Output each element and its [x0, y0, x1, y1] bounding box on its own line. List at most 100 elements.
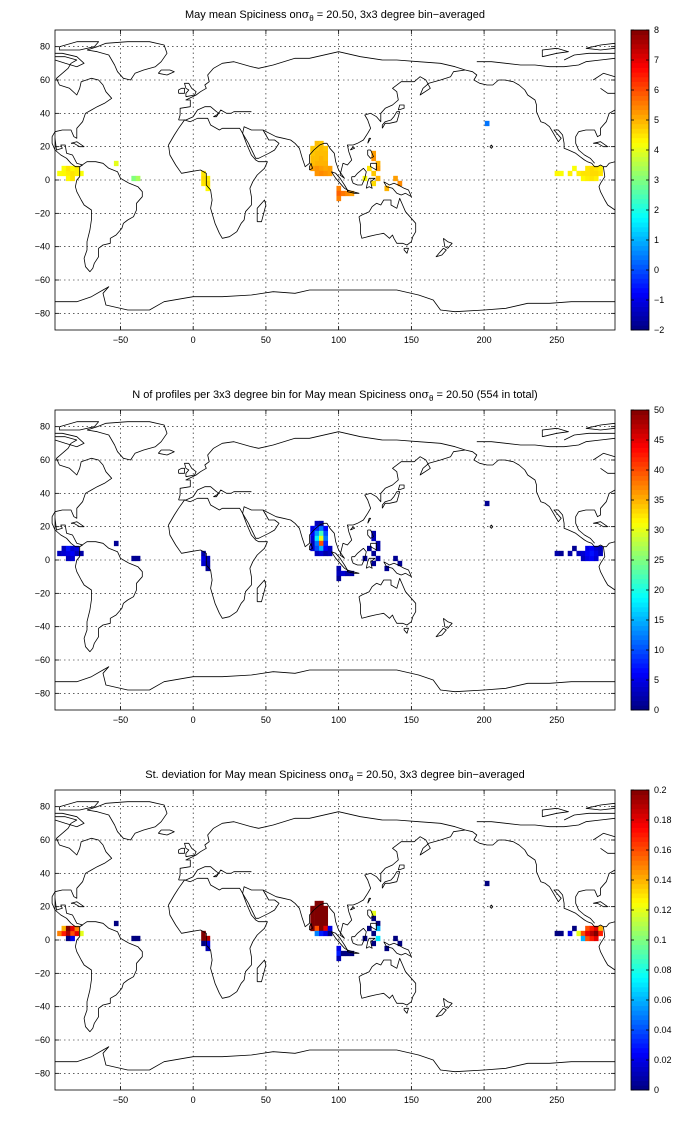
data-bin — [585, 555, 590, 562]
colorbar-segment — [631, 700, 649, 706]
data-bin — [384, 185, 390, 192]
data-bin — [593, 935, 599, 942]
y-tick-label: −60 — [35, 655, 50, 665]
colorbar-segment — [631, 991, 649, 997]
data-bin — [572, 165, 577, 172]
data-bin — [314, 545, 320, 552]
x-tick-label: 200 — [477, 335, 492, 345]
colorbar-segment — [631, 292, 649, 298]
coastline — [349, 526, 356, 531]
coastline — [86, 41, 168, 81]
colorbar-segment — [631, 62, 649, 68]
coastline — [178, 486, 252, 501]
colorbar-segment — [631, 250, 649, 256]
data-bin — [131, 555, 137, 562]
colorbar-segment — [631, 649, 649, 655]
data-bin — [79, 930, 84, 937]
data-bin — [598, 925, 603, 932]
colorbar-segment — [631, 911, 649, 917]
x-tick-label: 100 — [331, 335, 346, 345]
title-text: N of profiles per 3x3 degree bin for May… — [132, 389, 422, 401]
data-bin — [484, 120, 490, 127]
coastline — [346, 569, 360, 574]
colorbar-tick-label: 8 — [654, 25, 659, 35]
coastline — [54, 812, 85, 828]
data-bin — [336, 195, 342, 202]
data-bin — [319, 140, 324, 147]
data-bin — [327, 545, 333, 552]
colorbar-segment — [631, 1043, 649, 1049]
data-bin — [319, 170, 324, 177]
colorbar-segment — [631, 686, 649, 692]
coastline — [383, 181, 412, 198]
colorbar-segment — [631, 470, 649, 477]
coastline — [358, 577, 417, 626]
coastline — [178, 106, 252, 121]
coastline — [178, 847, 185, 854]
colorbar-segment — [631, 555, 649, 561]
data-bin — [319, 900, 324, 907]
coastline — [593, 141, 609, 148]
x-tick-label: 150 — [404, 715, 419, 725]
coastline — [370, 542, 377, 551]
data-bin — [201, 930, 206, 937]
coastline — [367, 529, 374, 539]
coastline — [381, 871, 401, 889]
colorbar-segment — [631, 424, 649, 430]
data-bin — [57, 930, 62, 937]
data-bin — [323, 910, 329, 917]
coastline — [365, 557, 376, 569]
colorbar-segment — [631, 827, 649, 833]
data-bin — [345, 570, 350, 577]
data-bin — [589, 550, 595, 557]
x-tick-label: 50 — [261, 335, 271, 345]
data-bin — [70, 550, 75, 557]
data-bin — [397, 940, 403, 947]
data-bin — [113, 540, 119, 547]
x-tick-label: 50 — [261, 715, 271, 725]
colorbar-segment — [631, 588, 649, 594]
colorbar-segment — [631, 1075, 649, 1082]
chart-panel-1: May mean Spiciness onσθ = 20.50, 3x3 deg… — [0, 0, 696, 380]
coastline — [381, 111, 401, 129]
y-tick-label: 0 — [45, 935, 50, 945]
coastline — [575, 891, 595, 924]
coastline — [86, 421, 168, 461]
x-tick-label: 150 — [404, 1095, 419, 1105]
data-bin — [65, 545, 71, 552]
colorbar-segment — [631, 147, 649, 153]
coastline — [55, 666, 615, 693]
data-bin — [319, 550, 324, 557]
data-bin — [375, 160, 381, 167]
data-bin — [375, 545, 381, 552]
y-tick-label: 20 — [40, 522, 50, 532]
coastline — [55, 286, 615, 313]
y-tick-label: 60 — [40, 455, 50, 465]
colorbar-segment — [631, 39, 649, 45]
colorbar-segment — [631, 433, 649, 439]
data-bins — [57, 120, 603, 202]
colorbar-segment — [631, 672, 649, 678]
coastline — [309, 922, 313, 931]
data-bin — [57, 170, 62, 177]
coastline — [593, 901, 609, 908]
coastlines — [51, 421, 616, 693]
coastline — [367, 149, 374, 159]
data-bin — [201, 170, 206, 177]
data-bin — [310, 905, 315, 912]
coastline — [262, 69, 466, 179]
colorbar-segment — [631, 1085, 649, 1091]
data-bin — [314, 535, 320, 542]
data-bin — [205, 555, 211, 562]
colorbar-tick-label: 0.06 — [654, 995, 672, 1005]
coastlines — [51, 41, 616, 313]
coastline — [59, 801, 99, 811]
coastline — [51, 511, 83, 548]
coastline — [178, 866, 252, 881]
colorbar-segment — [631, 156, 649, 162]
colorbar-tick-label: −1 — [654, 295, 664, 305]
coastline — [578, 109, 616, 138]
data-bin — [319, 540, 324, 547]
coastlines — [51, 801, 616, 1073]
data-bin — [201, 175, 206, 182]
